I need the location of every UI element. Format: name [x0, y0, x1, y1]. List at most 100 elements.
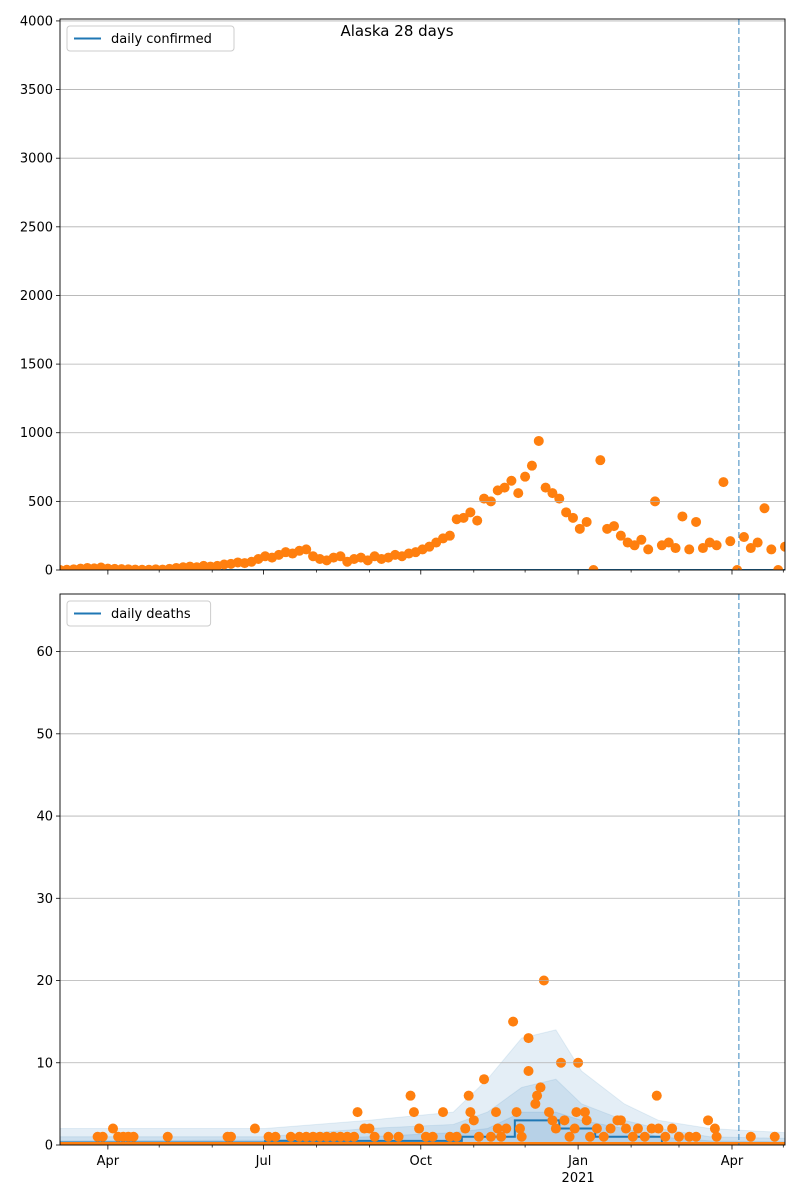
observed-point — [321, 1131, 332, 1142]
observed-point — [508, 1016, 519, 1027]
observed-point — [574, 523, 585, 534]
observed-point — [627, 1131, 638, 1142]
observed-point — [673, 1131, 684, 1142]
observed-point — [535, 1082, 546, 1093]
observed-point — [585, 1131, 596, 1142]
observed-point — [718, 477, 729, 488]
observed-point — [485, 1131, 496, 1142]
observed-point — [514, 1123, 525, 1134]
observed-point — [530, 1098, 541, 1109]
observed-point — [615, 1115, 626, 1126]
legend-label: daily confirmed — [111, 32, 212, 47]
observed-point — [643, 544, 654, 555]
uncertainty-band-mid — [60, 1078, 785, 1145]
observed-point — [465, 507, 476, 518]
observed-point — [451, 1131, 462, 1142]
observed-point — [523, 1033, 534, 1044]
observed-point — [684, 544, 695, 555]
observed-point — [364, 1123, 375, 1134]
deaths-axes: 0 10 20 30 40 50 60 Apr Jul Oct Jan 2021 Apr daily de… — [36, 593, 786, 1186]
observed-point — [571, 1107, 582, 1118]
observed-point — [438, 1107, 449, 1118]
y-tick-label: 10 — [36, 1056, 53, 1071]
observed-point — [352, 1107, 363, 1118]
observed-point — [499, 482, 510, 493]
observed-point — [738, 532, 749, 543]
observed-point — [468, 1115, 479, 1126]
observed-point — [444, 1131, 455, 1142]
observed-point — [598, 1131, 609, 1142]
observed-point — [314, 1131, 325, 1142]
observed-point — [308, 1131, 319, 1142]
x-tick-label: Jan — [567, 1154, 588, 1169]
observed-point — [569, 1123, 580, 1134]
observed-point — [547, 488, 558, 499]
observed-point — [559, 1115, 570, 1126]
observed-point — [697, 543, 708, 554]
observed-point — [383, 1131, 394, 1142]
observed-point — [128, 1131, 139, 1142]
observed-point — [629, 540, 640, 551]
observed-point — [97, 1131, 108, 1142]
observed-point — [711, 540, 722, 551]
observed-point — [579, 1107, 590, 1118]
observed-point — [501, 1123, 512, 1134]
observed-point — [544, 1107, 555, 1118]
observed-point — [651, 1090, 662, 1101]
y-tick-label: 500 — [28, 495, 53, 510]
observed-point — [511, 1107, 522, 1118]
observed-point — [444, 530, 455, 541]
x-tick-label: Apr — [721, 1154, 744, 1169]
observed-point — [709, 1123, 720, 1134]
observed-point — [554, 493, 565, 504]
x-tick-label: Oct — [410, 1154, 432, 1169]
observed-point — [472, 515, 483, 526]
observed-point — [249, 1123, 260, 1134]
observed-point — [285, 1131, 296, 1142]
y-tick-label: 60 — [36, 645, 53, 660]
observed-point — [769, 1131, 780, 1142]
uncertainty-band-outer — [60, 1029, 785, 1145]
observed-point — [663, 537, 674, 548]
observed-point — [533, 435, 544, 446]
observed-point — [523, 1065, 534, 1076]
y-tick-label: 2500 — [20, 220, 53, 235]
observed-point — [620, 1123, 631, 1134]
observed-point — [225, 1131, 236, 1142]
y-tick-label: 1500 — [20, 358, 53, 373]
observed-point — [492, 1123, 503, 1134]
observed-point — [567, 512, 578, 523]
y-tick-label: 3000 — [20, 152, 53, 167]
legend-box — [66, 600, 212, 627]
y-tick-label: 40 — [36, 810, 53, 825]
x-tick-label: Jul — [255, 1154, 272, 1169]
observed-point — [328, 1131, 339, 1142]
plot-area — [60, 435, 785, 570]
confirmed-axes: 0 500 1000 1500 2000 2500 3000 3500 4000 daily co… — [20, 14, 786, 579]
observed-point — [335, 1131, 346, 1142]
observed-point — [691, 1131, 702, 1142]
y-tick-label: 30 — [36, 892, 53, 907]
observed-point — [684, 1131, 695, 1142]
observed-point — [615, 530, 626, 541]
observed-point — [632, 1123, 643, 1134]
observed-point — [759, 503, 770, 514]
observed-point — [752, 537, 763, 548]
observed-point — [639, 1131, 650, 1142]
observed-point — [108, 1123, 119, 1134]
observed-point — [703, 1115, 714, 1126]
observed-point — [414, 1123, 425, 1134]
y-tick-label: 2000 — [20, 289, 53, 304]
observed-point — [294, 1131, 305, 1142]
observed-point — [513, 488, 524, 499]
observed-point — [653, 1123, 664, 1134]
observed-point — [479, 1074, 490, 1085]
observed-point — [547, 1115, 558, 1126]
observed-point — [646, 1123, 657, 1134]
observed-point — [609, 521, 620, 532]
observed-point — [532, 1090, 543, 1101]
y-tick-label: 3500 — [20, 83, 53, 98]
observed-point — [405, 1090, 416, 1101]
observed-point — [473, 1131, 484, 1142]
